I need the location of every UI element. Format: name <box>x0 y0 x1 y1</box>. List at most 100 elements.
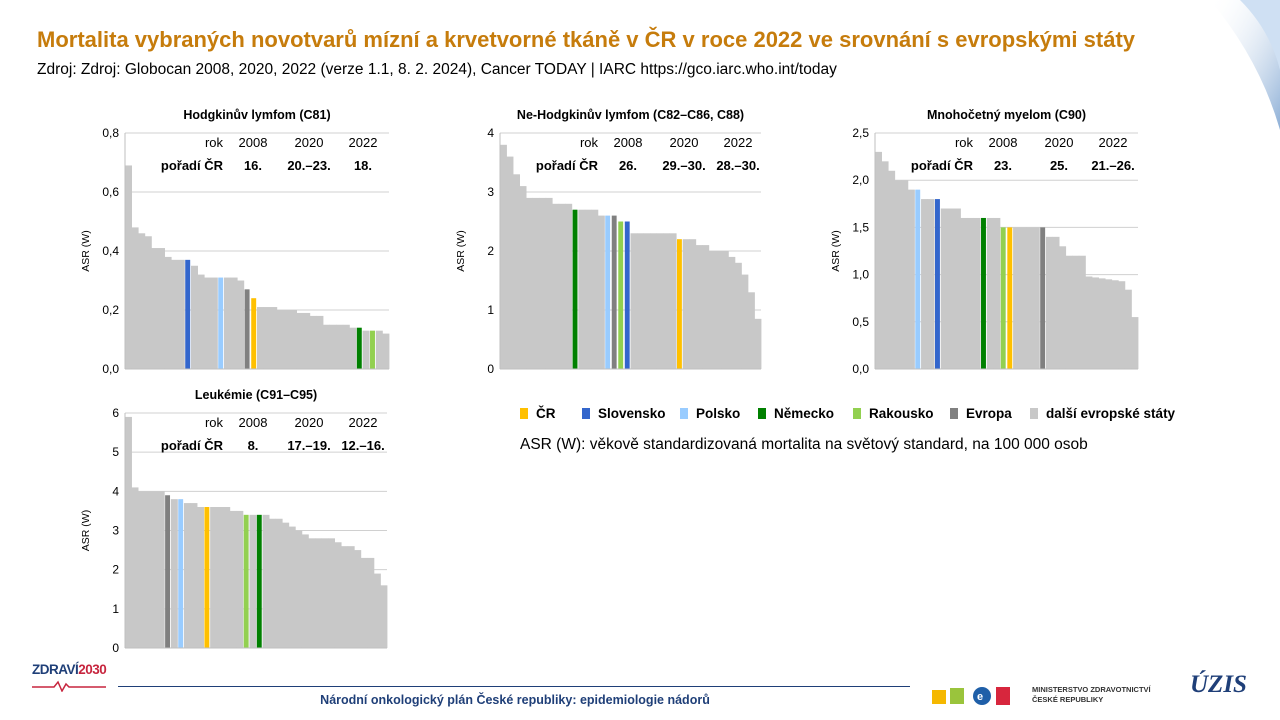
bar <box>940 208 948 369</box>
bar-pl <box>218 277 224 369</box>
rank-label: pořadí ČR <box>911 158 974 173</box>
bar <box>1065 255 1073 369</box>
ministry-line-1: MINISTERSTVO ZDRAVOTNICTVÍ <box>1032 685 1151 694</box>
bar <box>216 507 224 648</box>
bar <box>328 538 335 648</box>
legend-item-cz: ČR <box>520 406 556 421</box>
bar <box>888 170 896 369</box>
bar <box>513 174 520 369</box>
bar <box>650 233 658 369</box>
y-axis-label: ASR (W) <box>455 230 467 271</box>
legend-swatch-pl <box>680 408 688 419</box>
bar <box>170 499 178 648</box>
bar <box>295 530 303 648</box>
chart-title: Ne-Hodgkinův lymfom (C82–C86, C88) <box>517 108 744 122</box>
rank-row-label: rok <box>580 135 599 150</box>
bar <box>177 259 185 369</box>
bar-at <box>243 514 249 648</box>
bar <box>545 197 553 369</box>
bar-at <box>370 330 375 369</box>
bar <box>125 165 132 369</box>
bar <box>342 324 350 369</box>
bar-pl <box>915 189 921 369</box>
bar <box>323 324 330 369</box>
bar <box>584 209 592 369</box>
bar <box>354 550 362 648</box>
bar <box>1105 279 1113 369</box>
bar <box>308 538 316 648</box>
bar-de <box>981 217 986 369</box>
bar <box>663 233 671 369</box>
bar <box>158 248 165 369</box>
legend-label-other: další evropské státy <box>1046 406 1176 421</box>
bar <box>1111 280 1119 369</box>
bar <box>539 197 547 369</box>
legend-swatch-other <box>1030 408 1038 419</box>
bar <box>197 274 205 369</box>
bar-at <box>1000 227 1006 369</box>
y-tick-label: 2 <box>112 563 119 577</box>
legend-label-eu: Evropa <box>966 406 1012 421</box>
y-tick-label: 6 <box>112 406 119 420</box>
bar <box>288 526 296 648</box>
chart-title: Mnohočetný myelom (C90) <box>927 108 1086 122</box>
rank-value: 20.–23. <box>287 158 330 173</box>
chart-leukemia-svg: Leukémie (C91–C95) 0 1 2 3 4 5 6 ASR (W) rok pořad… <box>80 388 388 655</box>
bar <box>171 259 179 369</box>
rank-year: 2008 <box>239 135 268 150</box>
bar <box>526 197 534 369</box>
bar <box>373 573 381 648</box>
bar <box>1085 276 1093 369</box>
bar <box>190 503 198 648</box>
bar <box>921 199 929 369</box>
bar <box>210 507 218 648</box>
ministry-line-2: ČESKÉ REPUBLIKY <box>1032 695 1104 704</box>
bar <box>728 256 736 369</box>
y-axis-label: ASR (W) <box>80 510 92 551</box>
corner-decoration <box>1210 0 1280 130</box>
bar <box>314 538 322 648</box>
legend-label-cz: ČR <box>536 406 556 421</box>
legend-swatch-at <box>853 408 861 419</box>
bar <box>380 585 388 648</box>
legend-item-sk: Slovensko <box>582 406 666 421</box>
chart-myeloma-svg: Mnohočetný myelom (C90) 0,0 0,5 1,0 1,5 2,0 2,… <box>830 108 1139 376</box>
rank-value: 25. <box>1050 158 1068 173</box>
bar <box>747 292 755 369</box>
y-tick-label: 1 <box>487 303 494 317</box>
rank-row-label: rok <box>205 135 224 150</box>
bar <box>131 227 139 369</box>
bar <box>967 217 975 369</box>
y-tick-label: 2 <box>487 244 494 258</box>
ministry-text: MINISTERSTVO ZDRAVOTNICTVÍ ČESKÉ REPUBLI… <box>1032 685 1151 705</box>
bar <box>894 180 902 369</box>
bar <box>519 186 527 369</box>
bar <box>151 248 159 369</box>
rank-year: 2022 <box>349 135 378 150</box>
bar <box>229 510 237 648</box>
bar <box>270 307 278 369</box>
rank-year: 2020 <box>295 135 324 150</box>
bar <box>532 197 540 369</box>
rank-value: 18. <box>354 158 372 173</box>
legend-item-eu: Evropa <box>950 406 1012 421</box>
legend-swatch-eu <box>950 408 958 419</box>
y-tick-label: 0 <box>112 641 119 655</box>
bar <box>367 557 375 648</box>
bar <box>197 507 204 648</box>
bar <box>336 324 344 369</box>
bar <box>223 507 231 648</box>
source-line: Zdroj: Zdroj: Globocan 2008, 2020, 2022 … <box>37 61 837 78</box>
bar <box>151 491 159 648</box>
bar <box>131 487 139 648</box>
bar <box>591 209 599 369</box>
bar <box>164 256 172 369</box>
bar <box>349 327 357 369</box>
bar <box>875 151 882 369</box>
bar <box>1026 227 1034 369</box>
y-tick-label: 3 <box>487 185 494 199</box>
bar-cz <box>1007 227 1013 369</box>
bar-eu <box>1040 227 1046 369</box>
legend-label-sk: Slovensko <box>598 406 666 421</box>
bar-sk <box>185 259 191 369</box>
